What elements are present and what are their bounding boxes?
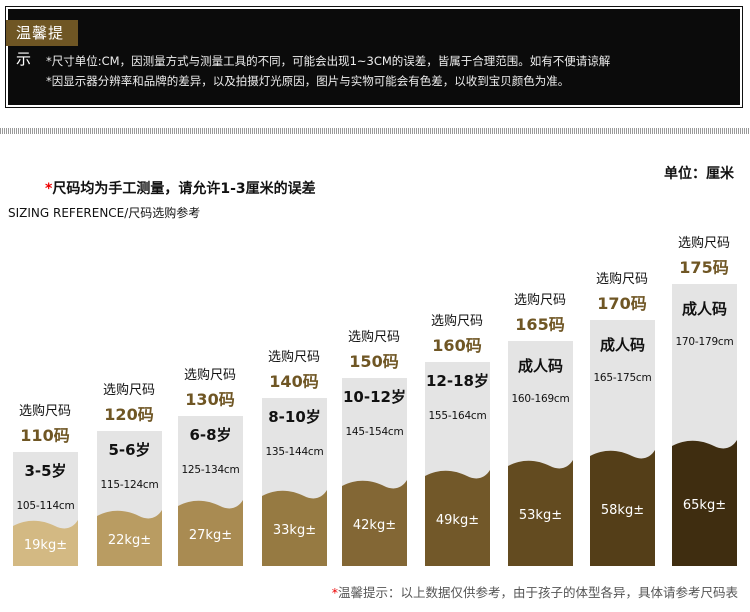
height-range: 105-114cm <box>16 500 75 512</box>
age-range: 8-10岁 <box>268 408 321 426</box>
wave-shape <box>262 490 327 566</box>
weight: 53kg± <box>518 508 563 523</box>
height-range: 155-164cm <box>428 410 487 422</box>
height-range: 145-154cm <box>345 426 404 438</box>
weight-fill <box>508 460 573 566</box>
height-range: 135-144cm <box>265 446 324 458</box>
size-column: 成人码 165-175cm 58kg± <box>590 320 655 566</box>
measure-note-text: 尺码均为手工测量，请允许1-3厘米的误差 <box>52 181 316 197</box>
star: * <box>45 181 53 197</box>
weight-fill <box>672 440 737 566</box>
wave-shape <box>672 440 737 566</box>
weight-fill <box>425 470 490 566</box>
footer-note-text: 温馨提示：以上数据仅供参考，由于孩子的体型各异，具体请参考尺码表 <box>337 585 738 600</box>
choose-size-text: 选购尺码 <box>102 383 155 398</box>
wave-shape <box>97 510 162 566</box>
weight: 65kg± <box>682 498 727 513</box>
size-label: 选购尺码 110码 <box>5 400 85 446</box>
age-range: 10-12岁 <box>343 388 406 406</box>
size-label: 选购尺码 130码 <box>170 364 250 410</box>
wave-shape <box>508 460 573 566</box>
weight-fill <box>342 480 407 566</box>
weight: 19kg± <box>23 538 68 553</box>
choose-size-text: 选购尺码 <box>677 236 730 251</box>
choose-size-text: 选购尺码 <box>183 368 236 383</box>
wave-shape <box>425 470 490 566</box>
weight: 33kg± <box>272 523 317 538</box>
footer-note: *温馨提示：以上数据仅供参考，由于孩子的体型各异，具体请参考尺码表 <box>332 582 738 601</box>
age-range: 成人码 <box>517 357 563 375</box>
wave-shape <box>13 520 78 566</box>
measure-note: *尺码均为手工测量，请允许1-3厘米的误差 <box>45 178 316 198</box>
size-label: 选购尺码 160码 <box>417 310 497 356</box>
unit-label: 单位：厘米 <box>664 166 734 182</box>
choose-size-text: 选购尺码 <box>267 350 320 365</box>
divider <box>0 128 750 134</box>
age-range: 12-18岁 <box>426 372 489 390</box>
size-column: 12-18岁 155-164cm 49kg± <box>425 362 490 566</box>
height-range: 115-124cm <box>100 479 159 491</box>
age-range: 6-8岁 <box>189 426 232 444</box>
notice-box: 温馨提示 *尺寸单位:CM，因测量方式与测量工具的不同，可能会出现1~3CM的误… <box>5 6 743 108</box>
size-column: 10-12岁 145-154cm 42kg± <box>342 378 407 566</box>
wave-shape <box>342 480 407 566</box>
weight-fill <box>97 510 162 566</box>
weight-fill <box>262 490 327 566</box>
size-column: 5-6岁 115-124cm 22kg± <box>97 431 162 566</box>
size-label: 选购尺码 165码 <box>500 289 580 335</box>
age-range: 3-5岁 <box>24 462 67 480</box>
notice-title: 温馨提示 <box>6 20 78 68</box>
size-column: 3-5岁 105-114cm 19kg± <box>13 452 78 566</box>
choose-size-text: 选购尺码 <box>18 404 71 419</box>
size-code: 160码 <box>432 336 482 355</box>
weight: 58kg± <box>600 503 645 518</box>
size-code: 175码 <box>679 258 729 277</box>
size-code: 120码 <box>104 405 154 424</box>
size-code: 140码 <box>269 372 319 391</box>
size-column: 8-10岁 135-144cm 33kg± <box>262 398 327 566</box>
height-range: 160-169cm <box>511 393 570 405</box>
weight: 22kg± <box>107 533 152 548</box>
size-label: 选购尺码 150码 <box>334 326 414 372</box>
weight-fill <box>178 500 243 566</box>
choose-size-text: 选购尺码 <box>347 330 400 345</box>
size-code: 165码 <box>515 315 565 334</box>
notice-line-2: *因显示器分辨率和品牌的差异，以及拍摄灯光原因，图片与实物可能会有色差，以收到宝… <box>46 74 570 88</box>
age-range: 5-6岁 <box>108 441 151 459</box>
size-code: 130码 <box>185 390 235 409</box>
height-range: 165-175cm <box>593 372 652 384</box>
choose-size-text: 选购尺码 <box>513 293 566 308</box>
weight: 49kg± <box>435 513 480 528</box>
size-label: 选购尺码 175码 <box>664 232 744 278</box>
wave-shape <box>590 450 655 566</box>
weight: 42kg± <box>352 518 397 533</box>
weight-fill <box>13 520 78 566</box>
star: * <box>331 585 338 600</box>
size-code: 150码 <box>349 352 399 371</box>
size-label: 选购尺码 140码 <box>254 346 334 392</box>
sizing-reference-title: SIZING REFERENCE/尺码选购参考 <box>8 206 201 220</box>
size-column: 6-8岁 125-134cm 27kg± <box>178 416 243 566</box>
size-label: 选购尺码 120码 <box>89 379 169 425</box>
size-column: 成人码 160-169cm 53kg± <box>508 341 573 566</box>
size-column: 成人码 170-179cm 65kg± <box>672 284 737 566</box>
notice-line-1: *尺寸单位:CM，因测量方式与测量工具的不同，可能会出现1~3CM的误差，皆属于… <box>46 54 611 68</box>
age-range: 成人码 <box>681 300 727 318</box>
height-range: 125-134cm <box>181 464 240 476</box>
wave-shape <box>178 500 243 566</box>
size-label: 选购尺码 170码 <box>582 268 662 314</box>
weight: 27kg± <box>188 528 233 543</box>
weight-fill <box>590 450 655 566</box>
size-code: 170码 <box>597 294 647 313</box>
choose-size-text: 选购尺码 <box>430 314 483 329</box>
age-range: 成人码 <box>599 336 645 354</box>
choose-size-text: 选购尺码 <box>595 272 648 287</box>
height-range: 170-179cm <box>675 336 734 348</box>
size-code: 110码 <box>20 426 70 445</box>
